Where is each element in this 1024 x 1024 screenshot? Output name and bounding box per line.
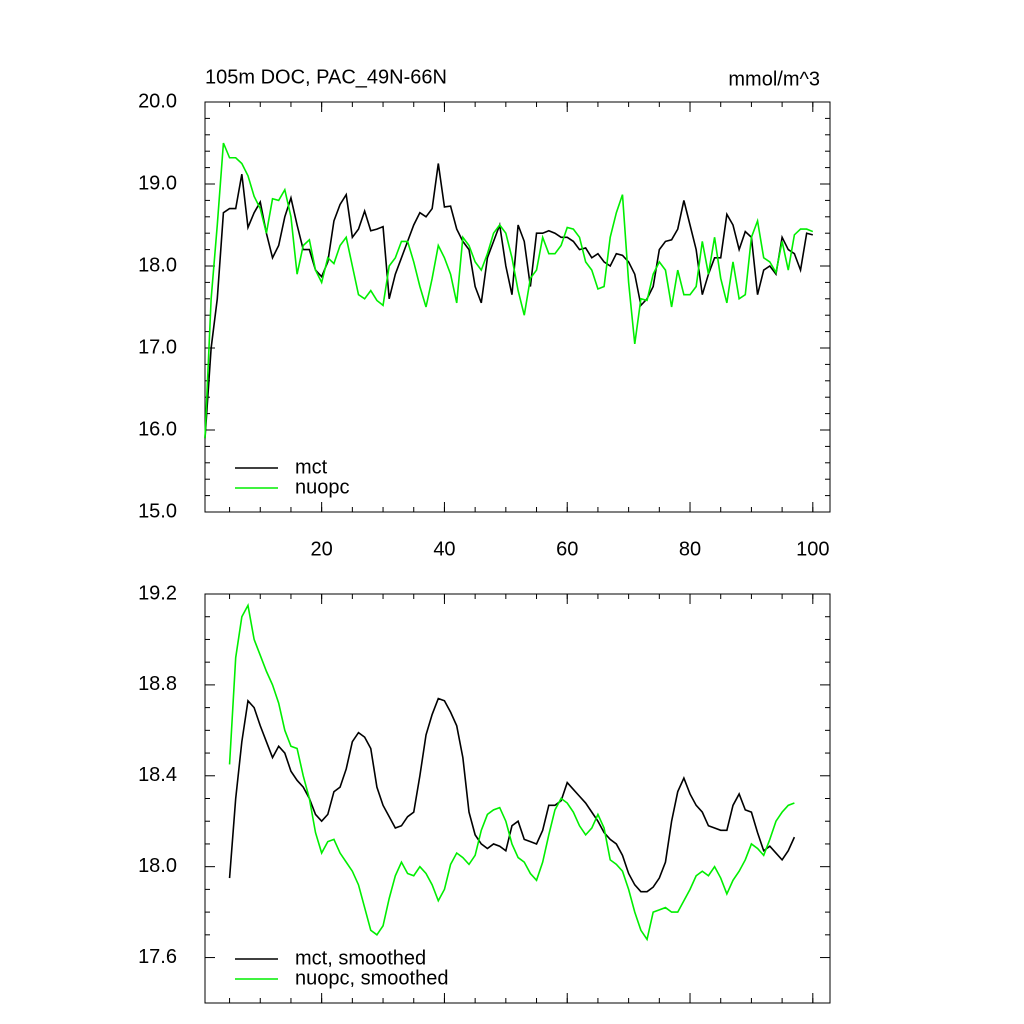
legend-label: nuopc, smoothed (295, 967, 448, 989)
x-tick-label: 40 (433, 538, 455, 560)
chart-title: 105m DOC, PAC_49N-66N (205, 66, 447, 88)
y-tick-label: 17.0 (138, 336, 177, 358)
y-tick-label: 18.4 (138, 764, 177, 786)
unit-label: mmol/m^3 (728, 68, 820, 90)
y-tick-label: 16.0 (138, 418, 177, 440)
data-line (204, 163, 814, 439)
x-tick-label: 100 (796, 538, 829, 560)
y-tick-label: 18.0 (138, 855, 177, 877)
x-tick-label: 60 (556, 538, 578, 560)
data-line (228, 697, 796, 893)
y-tick-label: 19.2 (138, 582, 177, 604)
legend-label: nuopc (295, 476, 350, 498)
y-tick-label: 19.0 (138, 172, 177, 194)
data-line (204, 142, 814, 439)
legend-label: mct (295, 456, 328, 478)
data-line (228, 602, 795, 942)
plot-frame (204, 101, 831, 513)
y-tick-label: 18.8 (138, 673, 177, 695)
x-tick-label: 80 (679, 538, 701, 560)
y-tick-label: 18.0 (138, 254, 177, 276)
y-tick-label: 15.0 (138, 500, 177, 522)
legend-label: mct, smoothed (295, 947, 426, 969)
x-tick-label: 20 (311, 538, 333, 560)
y-tick-label: 17.6 (138, 946, 177, 968)
y-tick-label: 20.0 (138, 90, 177, 112)
